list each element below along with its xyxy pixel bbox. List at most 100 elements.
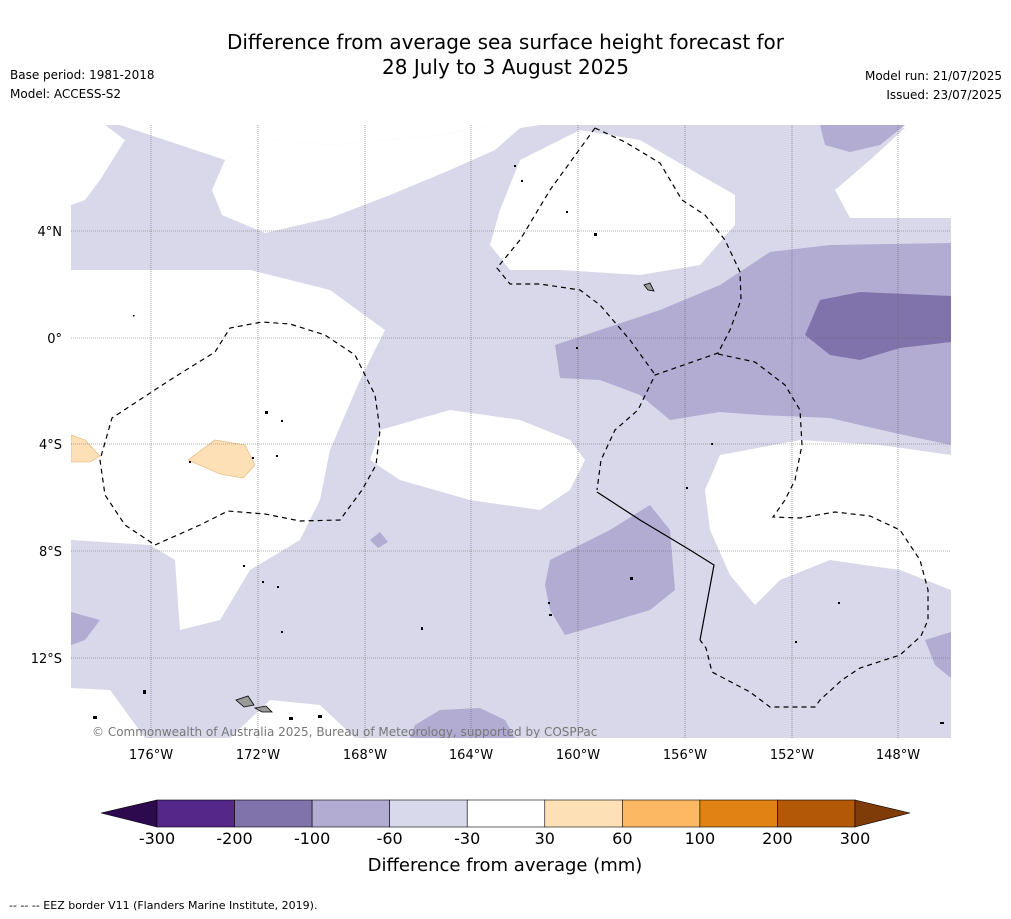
anomaly-band-minus60-minus100: [71, 612, 100, 645]
lat-label: 4°S: [39, 438, 62, 453]
colorbar-extend-low: [100, 799, 158, 828]
base-period: Base period: 1981-2018: [10, 68, 155, 82]
eez-border-solid: [596, 491, 715, 641]
anomaly-band-minus60-minus100: [545, 505, 675, 635]
colorbar-swatch: [311, 799, 390, 828]
eez-border: [594, 127, 742, 491]
islet: [795, 641, 797, 643]
islet: [711, 443, 713, 445]
title-line-1: Difference from average sea surface heig…: [226, 30, 785, 54]
anomaly-band-minus60-minus100: [820, 125, 905, 152]
colorbar-swatch: [156, 799, 235, 828]
model-info: Base period: 1981-2018 Model: ACCESS-S2: [10, 66, 155, 104]
islet: [133, 315, 135, 317]
eez-borders: [99, 127, 929, 708]
islet: [265, 411, 268, 414]
island: [253, 705, 273, 713]
neutral-region: [71, 688, 145, 738]
lon-label: 168°W: [343, 748, 387, 763]
islet: [281, 631, 283, 633]
neutral-region: [705, 440, 951, 605]
neutral-region: [120, 125, 540, 233]
islet: [289, 717, 293, 720]
islet: [277, 586, 279, 588]
colorbar-swatch: [622, 799, 701, 828]
eez-border: [99, 321, 381, 546]
colorbar: [100, 799, 911, 828]
lon-label: 148°W: [876, 748, 920, 763]
lon-label: 176°W: [129, 748, 173, 763]
islet: [630, 577, 633, 580]
model-name: Model: ACCESS-S2: [10, 87, 122, 101]
eez-border: [699, 353, 929, 708]
lat-label: 8°S: [39, 545, 62, 560]
lon-label: 172°W: [236, 748, 280, 763]
colorbar-extend-high: [854, 799, 911, 828]
neutral-region: [120, 125, 495, 160]
lat-label: 12°S: [31, 652, 62, 667]
islet: [252, 457, 254, 459]
island: [235, 695, 255, 708]
run-info: Model run: 21/07/2025 Issued: 23/07/2025: [865, 67, 1002, 105]
islet: [940, 722, 944, 724]
colorbar-tick-label: 30: [535, 829, 555, 848]
anomaly-band-minus60-minus100: [370, 532, 388, 548]
islet: [143, 690, 146, 694]
neutral-region: [71, 125, 125, 205]
islet: [566, 211, 568, 213]
islet: [686, 487, 688, 489]
islet: [262, 581, 264, 583]
lon-label: 156°W: [663, 748, 707, 763]
neutral-region: [370, 410, 585, 510]
sea-height-map: © Commonwealth of Australia 2025, Bureau…: [31, 125, 951, 763]
colorbar-swatch: [777, 799, 856, 828]
colorbar-tick-label: 60: [612, 829, 632, 848]
colorbar-tick-label: -200: [216, 829, 252, 848]
neutral-region: [490, 130, 735, 275]
latitude-labels: 4°N 0° 4°S 8°S 12°S: [31, 225, 62, 667]
colorbar-swatch: [234, 799, 313, 828]
map-field: © Commonwealth of Australia 2025, Bureau…: [71, 125, 951, 739]
islet: [281, 420, 283, 422]
islet: [276, 455, 278, 457]
islet: [521, 180, 523, 182]
copyright-notice: © Commonwealth of Australia 2025, Bureau…: [92, 725, 597, 739]
title-line-2: 28 July to 3 August 2025: [382, 55, 629, 79]
islet: [594, 233, 597, 236]
eez-border: [496, 127, 657, 377]
island: [643, 282, 655, 292]
colorbar-tick-label: 200: [762, 829, 793, 848]
lat-label: 4°N: [38, 225, 63, 240]
neutral-region: [835, 125, 951, 218]
islet: [838, 602, 840, 604]
lat-label: 0°: [47, 332, 62, 347]
islet: [514, 165, 516, 167]
colorbar-swatch: [699, 799, 778, 828]
colorbar-tick-label: 300: [840, 829, 871, 848]
anomaly-band-minus100-minus200: [805, 292, 951, 360]
islet: [243, 565, 245, 567]
colorbar-tick-label: 100: [685, 829, 716, 848]
colorbar-tick-label: -300: [139, 829, 175, 848]
lon-label: 152°W: [770, 748, 814, 763]
colorbar-tick-labels: -300 -200 -100 -60 -30 30 60 100 200 300: [139, 829, 870, 848]
graticule: [71, 125, 951, 738]
colorbar-tick-label: -60: [377, 829, 403, 848]
islet: [421, 627, 423, 630]
anomaly-band-minus60-minus100: [555, 243, 951, 445]
colorbar-swatch: [389, 799, 468, 828]
colorbar-tick-label: -30: [454, 829, 480, 848]
islet: [548, 602, 550, 604]
map-title: Difference from average sea surface heig…: [0, 30, 1011, 80]
islet: [93, 716, 97, 719]
anomaly-band-plus30-plus60: [187, 439, 256, 479]
lon-label: 164°W: [449, 748, 493, 763]
eez-footnote: -- -- -- EEZ border V11 (Flanders Marine…: [9, 899, 318, 912]
lon-label: 160°W: [556, 748, 600, 763]
issued-date: Issued: 23/07/2025: [886, 88, 1002, 102]
small-islands: [93, 165, 944, 724]
anomaly-band-plus30-plus60: [71, 434, 101, 463]
colorbar-swatch: [466, 799, 546, 828]
colorbar-title: Difference from average (mm): [368, 855, 643, 876]
